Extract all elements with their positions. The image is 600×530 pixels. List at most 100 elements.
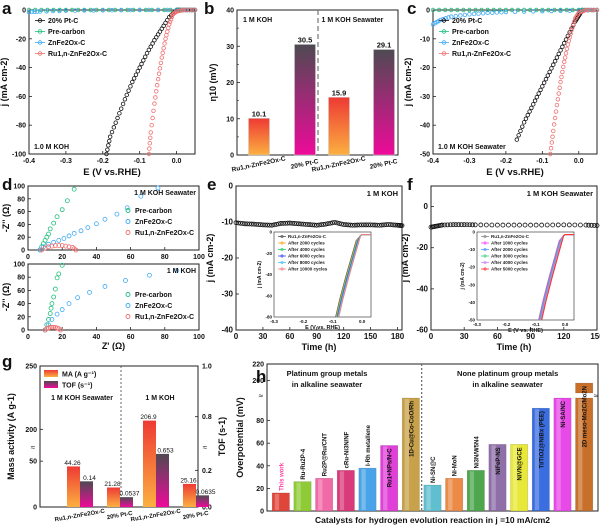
bar [553, 397, 572, 512]
data-point [109, 129, 115, 135]
data-point [66, 244, 72, 250]
bar-highlight [361, 469, 366, 510]
inset-x-tick-label: -0.1 [532, 322, 540, 327]
data-point [126, 88, 131, 93]
inset-x-tick-label: -0.2 [503, 322, 511, 327]
data-point [564, 46, 570, 52]
data-point [551, 62, 556, 67]
data-point [332, 219, 338, 225]
bar [294, 44, 316, 156]
bar-highlight [296, 482, 301, 510]
legend-label: 20% Pt-C [452, 18, 482, 25]
data-point [146, 151, 152, 157]
category-label: 20% Pt-C [182, 511, 209, 522]
data-point [325, 221, 331, 227]
inset-legend-marker [280, 241, 284, 245]
bar-ma [107, 487, 120, 507]
data-point [449, 14, 454, 19]
group-label: None platinum group metals [457, 369, 558, 378]
x-tick-label: 90 [526, 332, 535, 341]
legend-marker [125, 219, 131, 224]
data-point [179, 8, 185, 13]
data-point [521, 120, 527, 125]
data-point [594, 223, 600, 228]
data-point [73, 247, 79, 253]
catalyst-label: This work [279, 462, 285, 491]
data-point [562, 55, 568, 60]
legend-label: ZnFe2Ox-C [452, 40, 489, 47]
y-tick-label: 220 [252, 362, 264, 369]
data-point [563, 51, 569, 56]
inset-legend-label: After 4000 cycles [288, 247, 325, 252]
y-tick-label: 250 [25, 364, 37, 371]
data-point [123, 278, 128, 283]
data-point [162, 7, 167, 13]
bar [488, 444, 507, 512]
inset-x-tick-label: -0.1 [329, 319, 337, 324]
data-point [318, 222, 324, 228]
group-label: 1 M KOH [243, 17, 272, 24]
axis-break-icon: ≈ [259, 392, 264, 401]
data-point [47, 226, 53, 232]
bar [336, 470, 355, 512]
y-tick-label: 50 [29, 459, 37, 466]
data-point [545, 73, 550, 78]
panel-label: g [2, 352, 12, 371]
x-tick-label: 30 [258, 332, 267, 341]
data-point [345, 222, 351, 228]
data-point [453, 13, 458, 19]
data-point [47, 324, 53, 330]
legend-label: MA (A g⁻¹) [62, 372, 96, 379]
data-point [278, 221, 284, 226]
data-point [35, 9, 40, 14]
y-tick-label: -20 [416, 243, 428, 252]
bar-value-label: 0.0635 [196, 489, 216, 496]
data-point [130, 79, 135, 85]
data-point [49, 301, 55, 307]
data-point [187, 7, 192, 13]
data-point [61, 236, 67, 241]
data-point [368, 222, 373, 228]
data-point [54, 311, 60, 317]
data-point [37, 9, 43, 14]
data-point [551, 128, 556, 134]
data-point [470, 222, 475, 228]
inset-y-tick-label: 0 [269, 230, 272, 235]
data-point [238, 220, 243, 226]
legend-marker [441, 18, 447, 23]
x-tick-label: 120 [557, 332, 571, 341]
y-tick-label: 60 [256, 441, 264, 448]
data-point [157, 66, 163, 71]
data-point [154, 89, 159, 94]
bar-tof [120, 497, 133, 507]
plot-frame [28, 9, 196, 155]
data-point [551, 122, 557, 127]
panel-label: a [2, 0, 12, 18]
y-axis-title: j (mA cm-2) [205, 234, 215, 284]
y-tick-label: 0 [230, 153, 234, 160]
inset-legend-label: Ru1,n-ZnFe2Ox-C [491, 234, 530, 239]
data-point [51, 294, 57, 300]
condition-annotation: 1.0 M KOH Seawater [438, 144, 506, 151]
legend-marker [125, 314, 131, 319]
bar [358, 467, 377, 512]
data-point [541, 80, 547, 85]
data-point [265, 222, 270, 228]
inset-legend-label: After 10000 cycles [288, 267, 328, 272]
bar-value-label: 10.1 [252, 109, 267, 118]
data-point [461, 222, 467, 228]
data-point [149, 122, 154, 128]
legend-label: TOF (s⁻¹) [62, 383, 92, 390]
inset-legend-marker [280, 267, 284, 271]
inset-plot: -0.3 -0.2 -0.1 0.0 0 -20 -40 -60 -80 E (V vs. RHE… [257, 230, 372, 331]
data-point [144, 51, 150, 56]
data-point [125, 7, 130, 13]
bar-value-label: 29.1 [377, 41, 392, 50]
data-point [162, 41, 167, 46]
data-point [59, 262, 65, 268]
legend-marker [125, 303, 131, 308]
data-point [100, 8, 105, 13]
inset-curve [541, 234, 574, 321]
data-point [150, 115, 155, 121]
data-point [540, 8, 545, 14]
